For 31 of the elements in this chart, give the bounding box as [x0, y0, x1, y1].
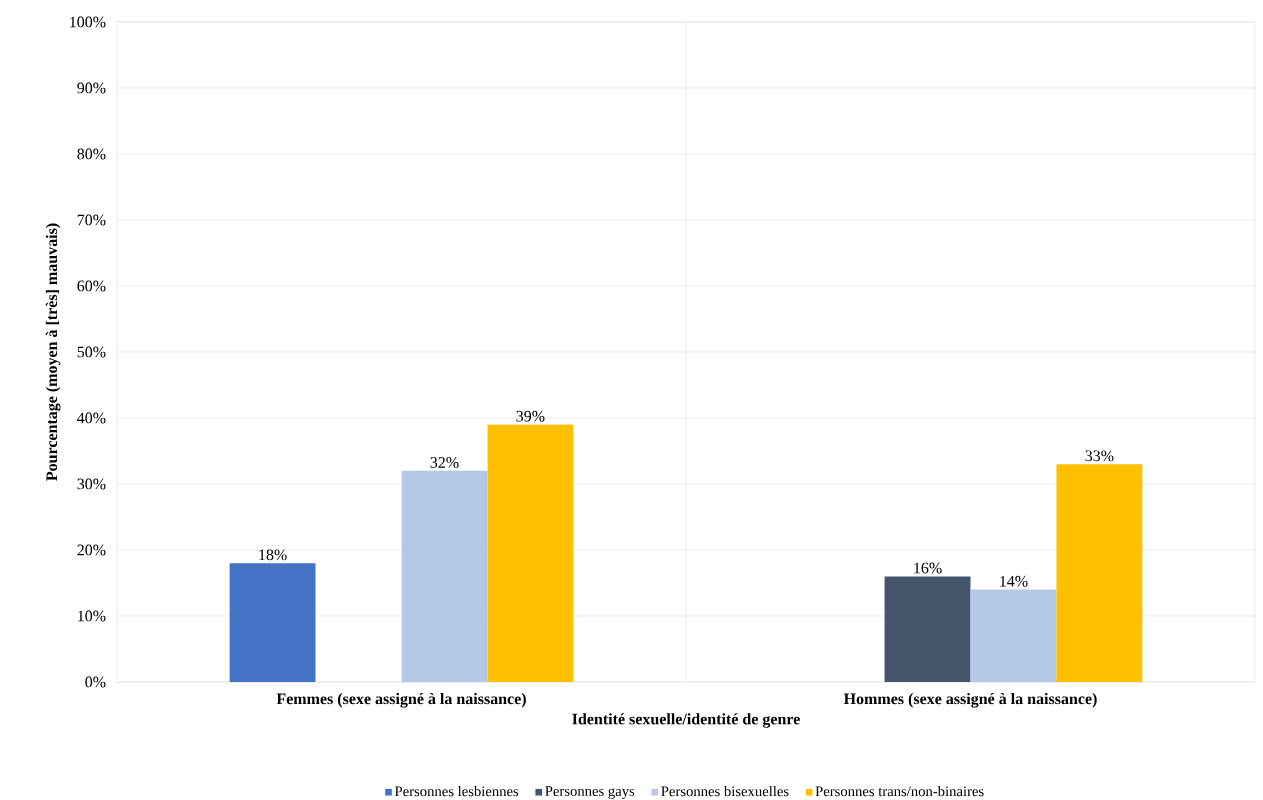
- data-label: 33%: [1085, 450, 1114, 462]
- bar: [487, 424, 574, 682]
- y-tick-label: 70%: [77, 214, 106, 226]
- y-tick-label: 60%: [77, 280, 106, 292]
- data-label: 32%: [430, 457, 459, 468]
- x-axis-title: Identité sexuelle/identité de genre: [572, 713, 800, 728]
- legend-label: Personnes trans/non-binaires: [815, 785, 984, 797]
- data-label: 18%: [259, 549, 287, 561]
- data-label: 39%: [516, 410, 545, 422]
- y-tick-label: 10%: [78, 610, 106, 622]
- bar: [884, 576, 971, 682]
- legend-label: Personnes gays: [545, 786, 635, 799]
- data-label: 16%: [914, 562, 942, 574]
- y-tick-label: 30%: [77, 478, 106, 490]
- y-tick-label: 90%: [77, 82, 106, 94]
- y-tick-label: 100%: [70, 16, 106, 28]
- bar: [970, 589, 1057, 682]
- x-tick-label: Femmes (sexe assigné à la naissance): [276, 692, 526, 708]
- y-tick-label: 80%: [77, 148, 106, 160]
- y-tick-label: 40%: [77, 412, 106, 424]
- bar: [401, 470, 488, 682]
- data-label: 14%: [1000, 575, 1028, 587]
- y-axis-title: Pourcentage (moyen à [très] mauvais): [45, 223, 61, 481]
- y-tick-label: 50%: [77, 346, 106, 358]
- legend-label: Personnes bisexuelles: [661, 785, 789, 797]
- x-tick-label: Hommes (sexe assigné à la naissance): [843, 692, 1097, 708]
- y-tick-label: 0%: [85, 676, 106, 688]
- bar: [1056, 464, 1143, 682]
- legend-label: Personnes lesbiennes: [394, 785, 519, 797]
- y-tick-label: 20%: [77, 544, 106, 556]
- bar: [229, 563, 316, 682]
